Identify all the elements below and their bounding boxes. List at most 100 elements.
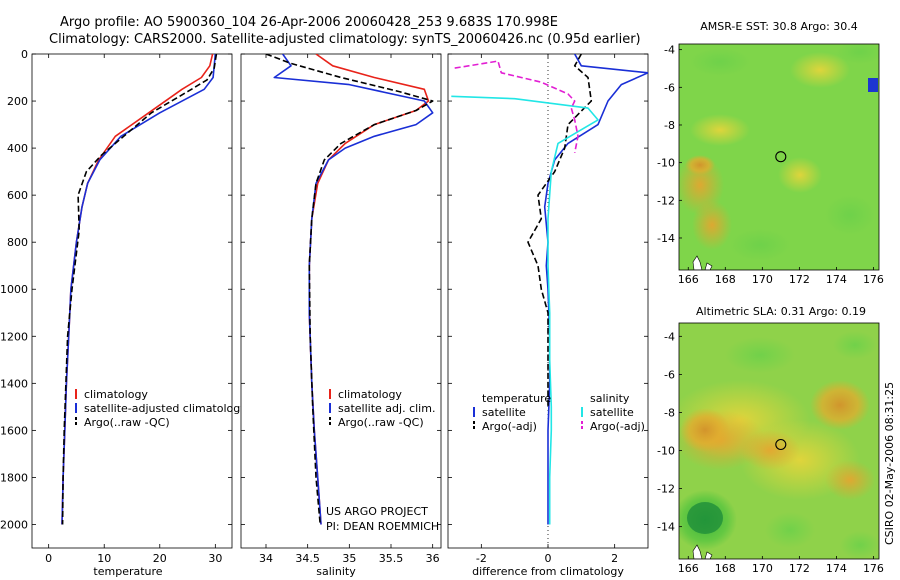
sst-map-field-patch [790,52,850,88]
sst-map-field-patch [836,44,879,64]
sla_map-xtick-label: 170 [752,562,773,575]
sst_map-ytick-label: -8 [664,119,675,132]
sla_map-xtick-label: 174 [826,562,847,575]
sst-map-field-patch [778,157,822,193]
sst_map-xtick-label: 166 [678,273,699,286]
sst-map-field-patch [692,200,732,250]
sst-map-island [692,255,703,270]
salinity-xlabel: salinity [316,565,356,578]
difference-legend-label: Argo(-adj) [482,420,537,433]
sst_map-ytick-label: -10 [657,157,675,170]
sst-map-frame [678,43,880,271]
temperature-ytick-label: 2000 [0,518,28,531]
temperature-ytick-label: 200 [7,95,28,108]
difference-legend-heading: salinity [590,392,630,405]
temperature-ytick-label: 1400 [0,377,28,390]
temperature-xtick-label: 30 [208,552,222,565]
temperature-series-satellite-adjusted-climatology [61,54,217,525]
sst-map-field-patch [690,48,750,76]
salinity-xtick-label: 34 [259,552,273,565]
temperature-axes-frame [31,53,233,549]
sla_map-ytick-label: -10 [657,445,675,458]
sla_map-ytick-label: -4 [664,330,675,343]
temperature-ytick-label: 0 [21,48,28,61]
difference-xtick-label: -2 [476,552,487,565]
sla_map-ytick-label: -8 [664,406,675,419]
pi-label: PI: DEAN ROEMMICH [326,520,439,533]
temperature-legend-label: satellite-adjusted climatology [84,402,247,415]
difference-series-temperature-satellite [543,54,648,525]
difference-series-salinity-satellite [451,95,599,525]
salinity-axes-frame [240,53,442,549]
salinity-xtick-label: 35 [342,552,356,565]
sst-map-field-patch [730,229,790,261]
sla-map-field-patch [840,531,879,559]
salinity-xtick-label: 35.5 [379,552,404,565]
sla-map: Altimetric SLA: 0.31 Argo: 0.19 166 168 17… [657,305,884,575]
sst_map-ytick-label: -14 [657,232,675,245]
sst-map-cold-patch [868,78,878,92]
difference-legend-label: satellite [482,406,526,419]
sst_map-xtick-label: 170 [752,273,773,286]
salinity-legend-label: satellite adj. clim. [338,402,435,415]
temperature-ytick-label: 400 [7,142,28,155]
difference-series-salinity-argo-adj- [454,60,579,153]
sst_map-ytick-label: -6 [664,81,675,94]
sst_map-xtick-label: 168 [715,273,736,286]
timestamp-label: CSIRO 02-May-2006 08:31:25 [883,382,896,545]
sla-map-field-patch [687,502,723,534]
sla_map-xtick-label: 176 [863,562,884,575]
sst-map-title: AMSR-E SST: 30.8 Argo: 30.4 [700,20,858,33]
sst-map-argo-marker [775,151,787,163]
salinity-series-argo-raw-qc- [265,54,434,525]
sla-map-field-patch [740,430,800,470]
sla-map-field-patch [825,460,875,500]
sla-map-field-patch [810,380,870,430]
difference-legend-label: Argo(-adj) [590,420,645,433]
sla-map-island [704,551,713,559]
sst_map-xtick-label: 176 [863,273,884,286]
figure-title-line1: Argo profile: AO 5900360_104 26-Apr-2006… [60,15,558,30]
sla-map-ticks: 166 168 170 172 174 176 -4 -6 -8 -10 -12 -14 [657,330,884,575]
sla-map-field-patch [765,512,815,548]
sla_map-ytick-label: -14 [657,521,675,534]
figure-title-line2: Climatology: CARS2000. Satellite-adjuste… [49,32,641,47]
temperature-series-argo-raw-qc- [61,54,218,525]
sla-map-field-patch [833,331,877,359]
temperature-ytick-label: 600 [7,189,28,202]
difference-legend-heading: temperature [482,392,551,405]
salinity-legend-label: climatology [338,388,402,401]
temperature-legend-label: climatology [84,388,148,401]
project-label: US ARGO PROJECT [326,505,428,518]
sst_map-xtick-label: 172 [789,273,810,286]
sla_map-ytick-label: -12 [657,483,675,496]
temperature-ytick-label: 1600 [0,424,28,437]
sst-map-field-patch [825,195,875,235]
sla-map-frame [678,322,880,560]
sst_map-ytick-label: -4 [664,44,675,57]
sla-map-field-patch [680,408,730,452]
temperature-xlabel: temperature [93,565,162,578]
sst-map-island [704,262,713,270]
sst-map-field-patch [685,155,715,175]
sla_map-xtick-label: 168 [715,562,736,575]
sla_map-ytick-label: -6 [664,368,675,381]
temperature-ytick-label: 1800 [0,471,28,484]
sla_map-xtick-label: 166 [678,562,699,575]
difference-xtick-label: 2 [611,552,618,565]
salinity-xtick-label: 34.5 [295,552,320,565]
salinity-series-group [265,54,434,525]
salinity-xtick-label: 36 [426,552,440,565]
difference-xtick-label: 0 [545,552,552,565]
temperature-legend-label: Argo(..raw -QC) [84,416,170,429]
temperature-xtick-label: 20 [153,552,167,565]
difference-series-temperature-argo-adj- [527,54,593,407]
sla_map-xtick-label: 172 [789,562,810,575]
sla-map-argo-marker [775,438,787,451]
sst_map-xtick-label: 174 [826,273,847,286]
temperature-profile-plot: 0 200 400 600 800 1000 1200 1400 1600 1800 2000 0 10… [0,48,247,578]
sst-map: AMSR-E SST: 30.8 Argo: 30.4 166 168 170 172… [657,20,884,286]
temperature-xtick-label: 10 [97,552,111,565]
difference-legend-label: satellite [590,406,634,419]
